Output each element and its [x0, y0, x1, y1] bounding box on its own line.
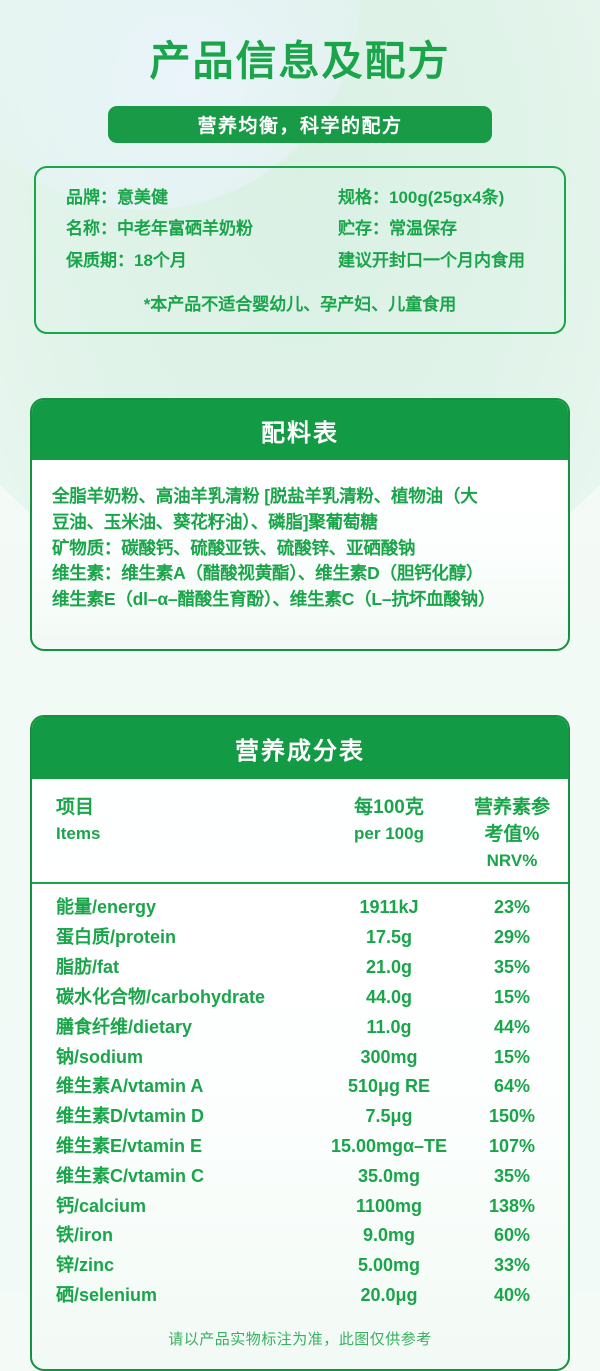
column-header-nrv-cn: 营养素参考值% [473, 796, 550, 845]
cell-item: 钠/sodium [56, 1046, 144, 1067]
cell-nrv: 64% [493, 1076, 531, 1097]
cell-amount: 1911kJ [359, 897, 419, 918]
ingredient-line: 矿物质：碳酸钙、硫酸亚铁、硫酸锌、亚硒酸钠 [52, 537, 416, 558]
column-header-item-cn: 项目 [56, 796, 95, 818]
cell-item: 维生素D/vtamin D [56, 1106, 205, 1127]
cell-nrv: 35% [493, 1165, 531, 1186]
nutrition-heading: 营养成分表 [32, 716, 568, 779]
info-storage: 贮存：常温保存 [338, 219, 457, 239]
table-row: 钠/sodium 300mg 15% [56, 1042, 554, 1072]
cell-amount: 510μg RE [347, 1076, 431, 1097]
table-body: 能量/energy 1911kJ 23% 蛋白质/protein 17.5g 2… [32, 884, 568, 1310]
ingredients-card: 配料表 全脂羊奶粉、高油羊乳清粉 [脱盐羊乳清粉、植物油（大 豆油、玉米油、葵花… [30, 398, 570, 651]
info-shelf-life: 保质期：18个月 [66, 250, 187, 270]
table-row: 维生素C/vtamin C 35.0mg 35% [56, 1161, 554, 1191]
cell-nrv: 33% [493, 1255, 531, 1276]
cell-amount: 7.5μg [365, 1106, 413, 1127]
cell-item: 维生素E/vtamin E [56, 1135, 203, 1156]
cell-amount: 44.0g [365, 986, 413, 1007]
table-row: 膳食纤维/dietary 11.0g 44% [56, 1012, 554, 1042]
column-header-amount: 每100克 per 100g [308, 795, 470, 846]
cell-nrv: 138% [488, 1195, 536, 1216]
info-brand: 品牌：意美健 [66, 188, 168, 207]
table-row: 能量/energy 1911kJ 23% [56, 893, 554, 923]
product-info-grid: 品牌：意美健 规格：100g(25gx4条) 名称：中老年富硒羊奶粉 贮存：常温… [36, 187, 564, 272]
cell-nrv: 35% [493, 957, 531, 978]
cell-nrv: 15% [493, 986, 531, 1007]
cell-item: 碳水化合物/carbohydrate [56, 986, 266, 1007]
cell-amount: 35.0mg [357, 1165, 421, 1186]
cell-item: 维生素C/vtamin C [56, 1165, 205, 1186]
info-name: 名称：中老年富硒羊奶粉 [66, 219, 253, 239]
subtitle-banner: 营养均衡，科学的配方 [108, 106, 492, 143]
cell-nrv: 23% [493, 897, 531, 918]
cell-nrv: 15% [493, 1046, 531, 1067]
nutrition-table: 项目 Items 每100克 per 100g 营养素参考值% NRV% 能量/… [32, 779, 568, 1369]
cell-nrv: 150% [488, 1106, 536, 1127]
column-header-amount-en: per 100g [354, 823, 424, 843]
column-header-item: 项目 Items [56, 795, 308, 846]
column-header-item-en: Items [56, 823, 101, 843]
cell-amount: 17.5g [365, 927, 413, 948]
column-header-nrv: 营养素参考值% NRV% [470, 795, 554, 873]
cell-item: 硒/selenium [56, 1285, 158, 1306]
table-row: 钙/calcium 1100mg 138% [56, 1191, 554, 1221]
ingredient-line: 全脂羊奶粉、高油羊乳清粉 [脱盐羊乳清粉、植物油（大 [52, 486, 478, 507]
cell-item: 脂肪/fat [56, 957, 119, 978]
cell-item: 膳食纤维/dietary [56, 1016, 193, 1037]
cell-nrv: 60% [493, 1225, 531, 1246]
cell-amount: 9.0mg [362, 1225, 416, 1246]
ingredient-line: 维生素E（dl–α–醋酸生育酚）、维生素C（L–抗坏血酸钠） [52, 589, 496, 610]
table-row: 维生素D/vtamin D 7.5μg 150% [56, 1102, 554, 1132]
cell-nrv: 44% [493, 1016, 531, 1037]
product-info-card: 品牌：意美健 规格：100g(25gx4条) 名称：中老年富硒羊奶粉 贮存：常温… [34, 166, 566, 335]
cell-item: 蛋白质/protein [56, 927, 176, 948]
cell-amount: 15.00mgα–TE [330, 1135, 448, 1156]
table-header-row: 项目 Items 每100克 per 100g 营养素参考值% NRV% [32, 779, 568, 884]
page-title: 产品信息及配方 [149, 38, 451, 84]
cell-amount: 11.0g [366, 1016, 412, 1037]
cell-amount: 5.00mg [357, 1255, 421, 1276]
ingredient-line: 维生素：维生素A（醋酸视黄酯）、维生素D（胆钙化醇） [52, 563, 484, 584]
cell-item: 钙/calcium [56, 1195, 147, 1216]
cell-amount: 1100mg [355, 1195, 423, 1216]
cell-nrv: 29% [493, 927, 531, 948]
table-row: 锌/zinc 5.00mg 33% [56, 1251, 554, 1281]
table-row: 硒/selenium 20.0μg 40% [56, 1281, 554, 1311]
cell-nrv: 40% [493, 1285, 531, 1306]
column-header-amount-cn: 每100克 [354, 796, 424, 818]
nutrition-card: 营养成分表 项目 Items 每100克 per 100g 营养素参考值% NR… [30, 714, 570, 1371]
nutrition-footnote: 请以产品实物标注为准，此图仅供参考 [168, 1331, 432, 1349]
cell-item: 铁/iron [56, 1225, 113, 1246]
cell-amount: 21.0g [365, 957, 413, 978]
cell-amount: 300mg [360, 1046, 418, 1067]
cell-item: 能量/energy [56, 897, 157, 918]
column-header-nrv-en: NRV% [486, 850, 538, 870]
table-row: 碳水化合物/carbohydrate 44.0g 15% [56, 982, 554, 1012]
cell-nrv: 107% [488, 1135, 536, 1156]
subtitle-text: 营养均衡，科学的配方 [197, 116, 403, 137]
cell-item: 锌/zinc [56, 1255, 115, 1276]
info-spec: 规格：100g(25gx4条) [338, 188, 505, 207]
ingredients-body: 全脂羊奶粉、高油羊乳清粉 [脱盐羊乳清粉、植物油（大 豆油、玉米油、葵花籽油）、… [32, 460, 568, 649]
cell-amount: 20.0μg [360, 1285, 418, 1306]
table-row: 维生素A/vtamin A 510μg RE 64% [56, 1072, 554, 1102]
ingredients-heading: 配料表 [32, 400, 568, 461]
info-after-opening: 建议开封口一个月内食用 [338, 250, 525, 270]
table-row: 蛋白质/protein 17.5g 29% [56, 923, 554, 953]
table-row: 脂肪/fat 21.0g 35% [56, 953, 554, 983]
ingredient-line: 豆油、玉米油、葵花籽油）、磷脂]聚葡萄糖 [52, 512, 378, 533]
table-row: 维生素E/vtamin E 15.00mgα–TE 107% [56, 1131, 554, 1161]
table-row: 铁/iron 9.0mg 60% [56, 1221, 554, 1251]
product-warning-note: *本产品不适合婴幼儿、孕产妇、儿童食用 [143, 295, 457, 315]
cell-item: 维生素A/vtamin A [56, 1076, 204, 1097]
